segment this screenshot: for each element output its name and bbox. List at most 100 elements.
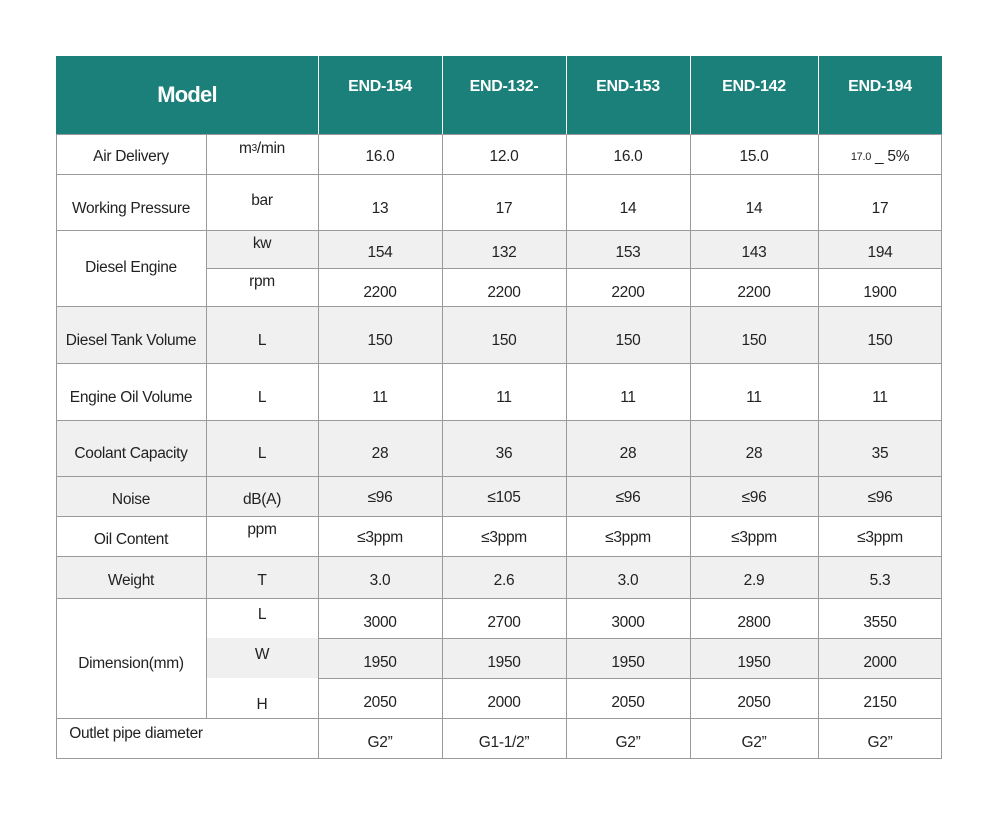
value-cell: 150 (741, 332, 767, 349)
row-unit: T (257, 572, 267, 589)
value-cell: G1-1/2” (478, 734, 530, 751)
value-cell: 11 (372, 389, 388, 406)
value-cell: 11 (496, 389, 512, 406)
value-cell: 16.0 (613, 148, 643, 165)
value-cell: 3000 (611, 614, 645, 631)
row-label: Working Pressure (71, 200, 191, 217)
model-name: END-194 (848, 78, 912, 95)
value-cell: 153 (615, 244, 641, 261)
row-unit: kw (252, 235, 272, 252)
row-unit: ppm (247, 521, 277, 538)
value-cell: ≤96 (867, 489, 893, 506)
row-label: Coolant Capacity (74, 445, 188, 462)
row-label: Engine Oil Volume (69, 389, 193, 406)
value-cell: 2.6 (493, 572, 515, 589)
value-cell: 150 (491, 332, 517, 349)
value-cell: 2.9 (743, 572, 765, 589)
value-cell: 2200 (487, 284, 521, 301)
value-cell: 132 (491, 244, 517, 261)
row-unit: rpm (249, 273, 275, 290)
value-cell: ≤3ppm (605, 529, 651, 546)
value-cell: 14 (619, 200, 637, 217)
value-cell: ≤3ppm (857, 529, 903, 546)
row-unit: m 3/min (239, 140, 285, 157)
value-cell: 143 (741, 244, 767, 261)
value-cell: 3.0 (617, 572, 639, 589)
value-cell: 1950 (487, 654, 521, 671)
value-cell: 2150 (863, 694, 897, 711)
value-cell: 2200 (611, 284, 645, 301)
value-cell: 36 (495, 445, 513, 462)
value-cell: 11 (872, 389, 888, 406)
row-unit: L (257, 606, 267, 623)
value-cell: 14 (745, 200, 763, 217)
value-cell: 13 (371, 200, 389, 217)
value-cell: 2050 (611, 694, 645, 711)
value-cell: 2050 (737, 694, 771, 711)
value-cell: 16.0 (365, 148, 395, 165)
value-cell: 35 (871, 445, 889, 462)
row-label: Air Delivery (93, 148, 169, 165)
row-label: Dimension(mm) (78, 655, 184, 672)
value-cell: 11 (620, 389, 636, 406)
value-cell: G2” (367, 734, 393, 751)
value-cell: 28 (371, 445, 389, 462)
model-name: END-153 (596, 78, 660, 95)
value-cell: G2” (867, 734, 893, 751)
row-label: Outlet pipe diameter (69, 725, 203, 742)
value-cell: 150 (867, 332, 893, 349)
model-name: END-132- (469, 78, 539, 95)
value-cell: 17.0 _ 5% (850, 148, 910, 165)
row-label: Diesel Engine (85, 259, 177, 276)
value-cell: 194 (867, 244, 893, 261)
model-header: Model (157, 82, 217, 107)
model-name: END-142 (722, 78, 786, 95)
value-cell: ≤96 (741, 489, 767, 506)
value-cell: ≤3ppm (731, 529, 777, 546)
value-cell: 2200 (363, 284, 397, 301)
value-cell: 17 (495, 200, 513, 217)
value-cell: 1950 (737, 654, 771, 671)
value-cell: 150 (615, 332, 641, 349)
row-unit: W (254, 646, 270, 663)
value-cell: 2200 (737, 284, 771, 301)
value-cell: 28 (619, 445, 637, 462)
value-cell: 2000 (487, 694, 521, 711)
row-unit: L (257, 389, 267, 406)
value-cell: ≤96 (367, 489, 393, 506)
value-cell: 5.3 (869, 572, 891, 589)
value-cell: 17 (871, 200, 889, 217)
row-unit: bar (251, 192, 273, 209)
value-cell: 15.0 (739, 148, 769, 165)
model-name: END-154 (348, 78, 412, 95)
value-cell: 2700 (487, 614, 521, 631)
row-unit: L (257, 332, 267, 349)
value-cell: ≤105 (487, 489, 521, 506)
value-cell: 2800 (737, 614, 771, 631)
value-cell: 28 (745, 445, 763, 462)
value-cell: 150 (367, 332, 393, 349)
value-cell: ≤3ppm (481, 529, 527, 546)
value-cell: 1900 (863, 284, 897, 301)
header-row: Model END-154 END-132- END-153 END-142 E… (56, 56, 942, 134)
value-cell: 3.0 (369, 572, 391, 589)
row-label: Diesel Tank Volume (65, 332, 197, 349)
value-cell: 2050 (363, 694, 397, 711)
value-cell: G2” (615, 734, 641, 751)
row-label: Noise (111, 491, 151, 508)
value-cell: 1950 (363, 654, 397, 671)
row-unit: L (257, 445, 267, 462)
value-cell: 2000 (863, 654, 897, 671)
value-cell: 3000 (363, 614, 397, 631)
row-label: Weight (107, 572, 155, 589)
value-cell: ≤96 (615, 489, 641, 506)
row-label: Oil Content (93, 531, 169, 548)
row-unit: H (256, 696, 268, 713)
value-cell: G2” (741, 734, 767, 751)
value-cell: ≤3ppm (357, 529, 403, 546)
value-cell: 1950 (611, 654, 645, 671)
value-cell: 3550 (863, 614, 897, 631)
value-cell: 154 (367, 244, 393, 261)
value-cell: 12.0 (489, 148, 519, 165)
value-cell: 11 (746, 389, 762, 406)
